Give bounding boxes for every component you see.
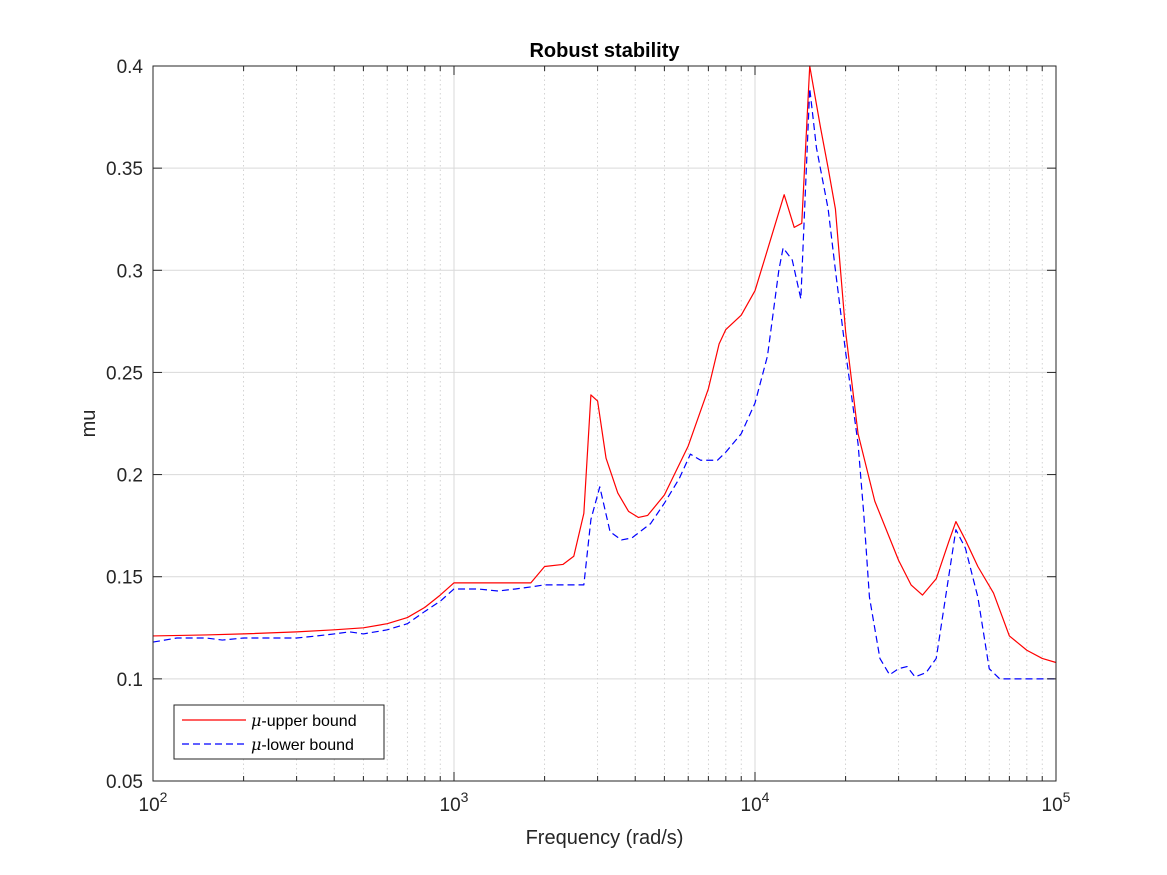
y-tick-labels: 0.05 0.1 0.15 0.2 0.25 0.3 0.35 0.4	[106, 57, 143, 793]
grid-lines	[152, 65, 1057, 782]
series-line-upper-bound	[152, 65, 1057, 664]
legend-item: μ-upper bound	[182, 711, 357, 730]
chart-title: Robust stability	[529, 40, 680, 62]
series-line-lower-bound	[152, 87, 1056, 680]
x-tick-labels: 102 103 104 105	[139, 789, 1071, 816]
y-tick-label: 0.35	[106, 159, 143, 180]
y-tick-label: 0.25	[106, 363, 143, 384]
y-tick-label: 0.2	[117, 466, 143, 487]
legend-label: μ-upper bound	[251, 711, 357, 730]
x-tick-label: 102	[139, 789, 168, 816]
y-tick-label: 0.05	[106, 772, 143, 793]
y-tick-label: 0.1	[117, 670, 143, 691]
x-axis-label: Frequency (rad/s)	[526, 827, 684, 849]
y-axis-label: mu	[78, 410, 100, 438]
x-tick-label: 103	[440, 789, 469, 816]
y-tick-label: 0.3	[117, 261, 143, 282]
legend-box	[173, 704, 385, 760]
x-tick-label: 105	[1042, 789, 1071, 816]
axis-ticks	[152, 65, 1057, 782]
series-lines	[152, 65, 1057, 680]
y-tick-label: 0.4	[117, 57, 144, 78]
legend: μ-upper bound μ-lower bound	[173, 704, 385, 760]
x-tick-label: 104	[741, 789, 770, 816]
plot-frame	[152, 65, 1057, 782]
y-tick-label: 0.15	[106, 568, 143, 589]
legend-label: μ-lower bound	[251, 735, 354, 754]
legend-item: μ-lower bound	[182, 735, 354, 754]
